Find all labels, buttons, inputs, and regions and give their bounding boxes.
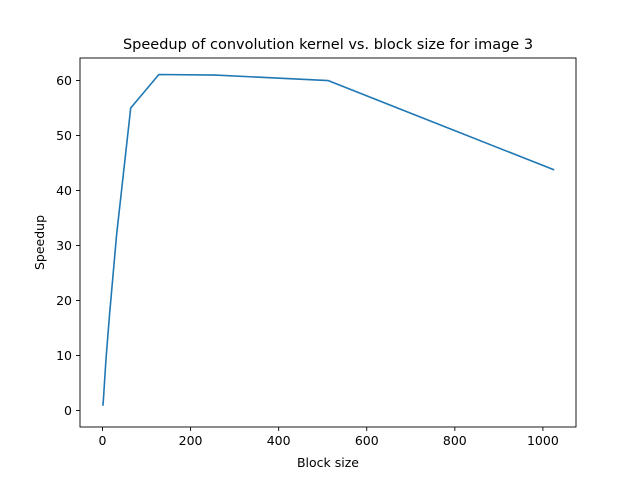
plot-area xyxy=(102,73,555,406)
x-tick-label: 1000 xyxy=(527,433,559,448)
y-axis: 0 10 20 30 40 50 60 xyxy=(56,73,80,418)
x-tick-label: 400 xyxy=(267,433,291,448)
series-line-speedup xyxy=(102,73,555,406)
y-tick-label: 40 xyxy=(56,183,72,198)
y-tick-label: 20 xyxy=(56,293,72,308)
x-tick-label: 200 xyxy=(179,433,203,448)
plot-frame xyxy=(79,57,577,428)
y-axis-label: Speedup xyxy=(32,215,47,270)
y-tick-label: 60 xyxy=(56,73,72,88)
y-tick-label: 0 xyxy=(64,403,72,418)
y-tick-label: 10 xyxy=(56,348,72,363)
x-axis-label: Block size xyxy=(297,455,359,470)
x-tick-label: 800 xyxy=(443,433,467,448)
x-axis: 0 200 400 600 800 1000 xyxy=(99,427,559,448)
x-tick-label: 0 xyxy=(99,433,107,448)
x-tick-label: 600 xyxy=(355,433,379,448)
y-tick-label: 30 xyxy=(56,238,72,253)
y-tick-label: 50 xyxy=(56,128,72,143)
chart-title: Speedup of convolution kernel vs. block … xyxy=(123,37,533,53)
